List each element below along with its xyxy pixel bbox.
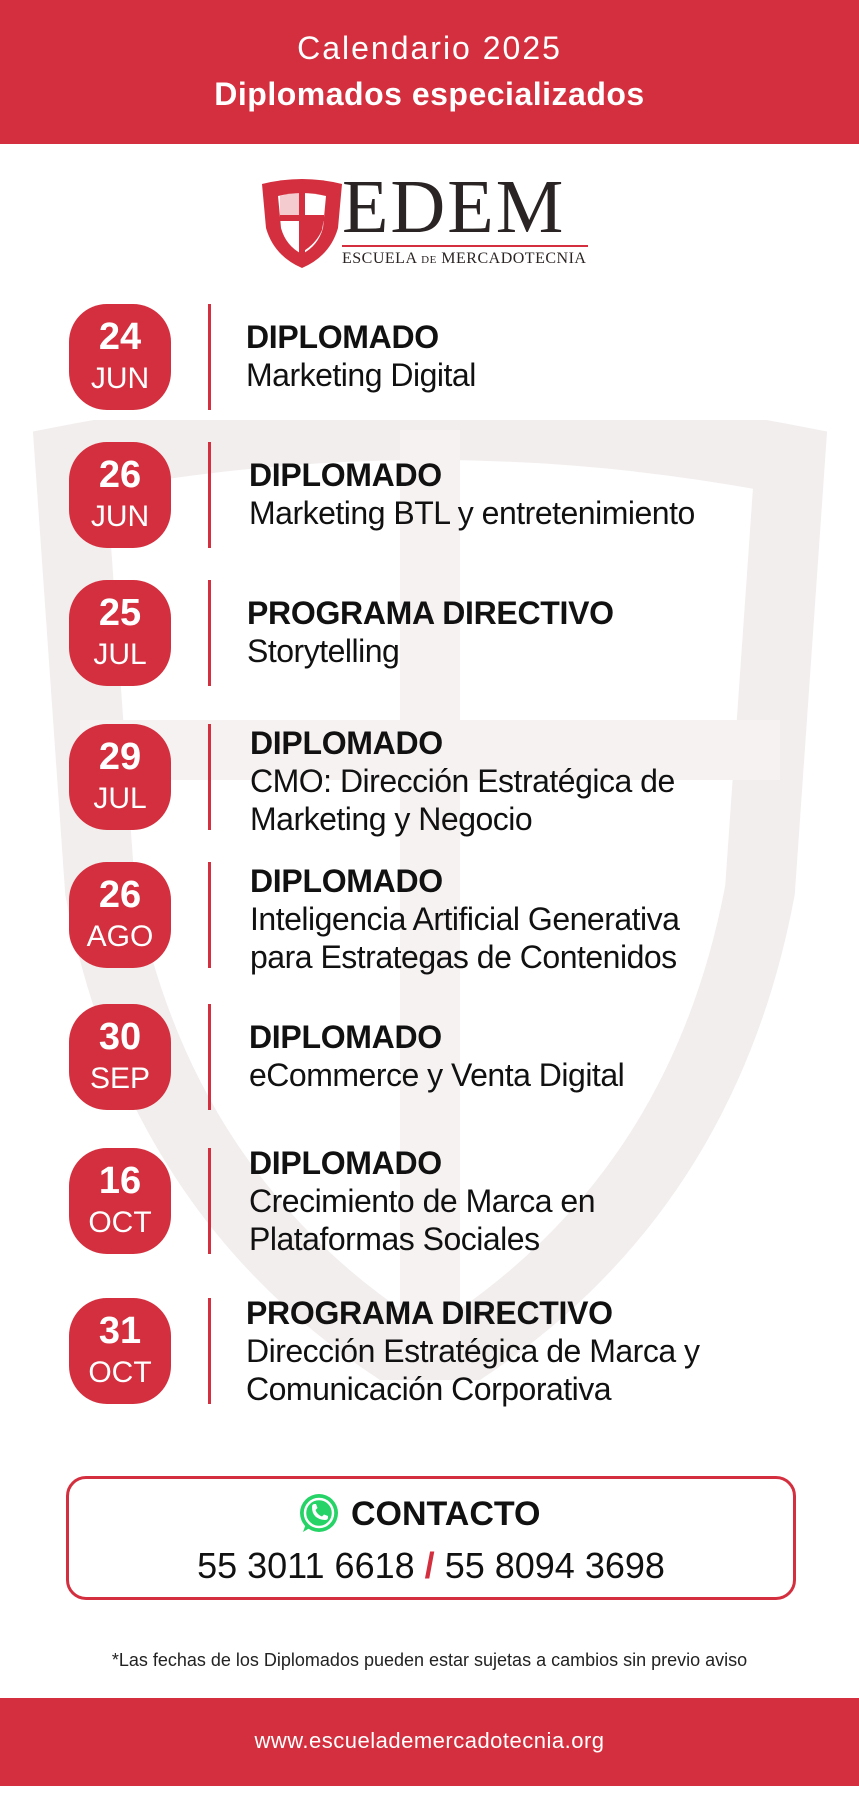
date-day: 31 xyxy=(98,1310,142,1352)
event-name-line: Inteligencia Artificial Generativa xyxy=(250,901,680,937)
date-day: 16 xyxy=(98,1160,142,1202)
logo-tagline-de: DE xyxy=(421,254,437,266)
logo-wordmark: EDEM xyxy=(342,165,566,249)
logo-underline xyxy=(342,245,588,247)
phone-number-2[interactable]: 55 8094 3698 xyxy=(444,1545,665,1586)
event-name-line: Marketing y Negocio xyxy=(250,801,533,837)
event-type: DIPLOMADO xyxy=(249,1019,442,1055)
date-day: 25 xyxy=(98,592,142,634)
event-type: DIPLOMADO xyxy=(249,457,442,493)
event-divider xyxy=(208,724,211,830)
event-name-line: Comunicación Corporativa xyxy=(246,1371,612,1407)
header-title: Diplomados especializados xyxy=(214,76,645,112)
event-name-line: Marketing Digital xyxy=(246,357,476,393)
date-month: JUL xyxy=(93,782,147,815)
logo-tagline-mercadotecnia: MERCADOTECNIA xyxy=(441,250,587,267)
event-type: DIPLOMADO xyxy=(249,1145,442,1181)
date-day: 26 xyxy=(98,874,142,916)
event-text: DIPLOMADO Crecimiento de Marca en Plataf… xyxy=(249,1144,595,1258)
logo-tagline-escuela: ESCUELA xyxy=(342,250,417,267)
header-subtitle: Calendario 2025 xyxy=(297,30,562,66)
event-type: PROGRAMA DIRECTIVO xyxy=(246,1295,613,1331)
event-row: 16 OCT DIPLOMADO Crecimiento de Marca en… xyxy=(0,1145,859,1258)
date-badge: 16 OCT xyxy=(69,1148,171,1254)
date-badge: 25 JUL xyxy=(69,580,171,686)
date-month: OCT xyxy=(88,1206,152,1239)
header-banner: Calendario 2025 Diplomados especializado… xyxy=(0,0,859,144)
date-month: JUN xyxy=(90,362,150,395)
event-text: DIPLOMADO Marketing Digital xyxy=(246,318,476,394)
event-type: PROGRAMA DIRECTIVO xyxy=(247,595,614,631)
event-divider xyxy=(208,1298,211,1404)
event-divider xyxy=(208,1004,211,1110)
date-badge: 24 JUN xyxy=(69,304,171,410)
event-name-line: Dirección Estratégica de Marca y xyxy=(246,1333,700,1369)
whatsapp-icon[interactable] xyxy=(297,1492,341,1536)
event-name-line: CMO: Dirección Estratégica de xyxy=(250,763,675,799)
date-badge: 26 AGO xyxy=(69,862,171,968)
date-day: 24 xyxy=(98,316,142,358)
event-text: DIPLOMADO Inteligencia Artificial Genera… xyxy=(250,862,680,976)
event-text: PROGRAMA DIRECTIVO Dirección Estratégica… xyxy=(246,1294,700,1408)
logo-tagline: ESCUELA DE MERCADOTECNIA xyxy=(342,250,602,268)
footer-banner: www.escuelademercadotecnia.org xyxy=(0,1698,859,1786)
website-link[interactable]: www.escuelademercadotecnia.org xyxy=(254,1728,605,1753)
event-divider xyxy=(208,862,211,968)
event-name-line: Storytelling xyxy=(247,633,400,669)
date-day: 29 xyxy=(98,736,142,778)
date-month: OCT xyxy=(88,1356,152,1389)
date-month: JUL xyxy=(93,638,147,671)
event-row: 26 JUN DIPLOMADO Marketing BTL y entrete… xyxy=(0,442,859,552)
event-name-line: Marketing BTL y entretenimiento xyxy=(249,495,695,531)
edem-logo: EDEM ESCUELA DE MERCADOTECNIA xyxy=(258,165,598,276)
event-row: 25 JUL PROGRAMA DIRECTIVO Storytelling xyxy=(0,580,859,690)
date-badge: 26 JUN xyxy=(69,442,171,548)
phone-separator: / xyxy=(424,1545,435,1586)
event-type: DIPLOMADO xyxy=(246,319,439,355)
date-month: JUN xyxy=(90,500,150,533)
event-text: DIPLOMADO Marketing BTL y entretenimient… xyxy=(249,456,695,532)
contact-box: CONTACTO 55 3011 6618 / 55 8094 3698 xyxy=(66,1476,796,1600)
contact-title: CONTACTO xyxy=(351,1495,541,1533)
event-type: DIPLOMADO xyxy=(250,863,443,899)
date-day: 26 xyxy=(98,454,142,496)
shield-logo-icon xyxy=(262,179,342,268)
event-text: DIPLOMADO eCommerce y Venta Digital xyxy=(249,1018,625,1094)
date-month: AGO xyxy=(86,920,154,953)
date-badge: 29 JUL xyxy=(69,724,171,830)
event-row: 29 JUL DIPLOMADO CMO: Dirección Estratég… xyxy=(0,724,859,837)
date-month: SEP xyxy=(89,1062,151,1095)
date-badge: 31 OCT xyxy=(69,1298,171,1404)
event-name-line: eCommerce y Venta Digital xyxy=(249,1057,625,1093)
event-name-line: Plataformas Sociales xyxy=(249,1221,540,1257)
event-divider xyxy=(208,580,211,686)
event-text: DIPLOMADO CMO: Dirección Estratégica de … xyxy=(250,724,675,838)
date-badge: 30 SEP xyxy=(69,1004,171,1110)
event-name-line: para Estrategas de Contenidos xyxy=(250,939,677,975)
event-divider xyxy=(208,442,211,548)
event-name-line: Crecimiento de Marca en xyxy=(249,1183,595,1219)
phone-number-1[interactable]: 55 3011 6618 xyxy=(197,1545,415,1586)
event-row: 30 SEP DIPLOMADO eCommerce y Venta Digit… xyxy=(0,1004,859,1114)
event-row: 26 AGO DIPLOMADO Inteligencia Artificial… xyxy=(0,862,859,975)
event-divider xyxy=(208,1148,211,1254)
contact-phones: 55 3011 6618 / 55 8094 3698 xyxy=(69,1545,793,1587)
event-row: 31 OCT PROGRAMA DIRECTIVO Dirección Estr… xyxy=(0,1295,859,1408)
event-row: 24 JUN DIPLOMADO Marketing Digital xyxy=(0,304,859,414)
date-day: 30 xyxy=(98,1016,142,1058)
event-type: DIPLOMADO xyxy=(250,725,443,761)
disclaimer-text: *Las fechas de los Diplomados pueden est… xyxy=(111,1650,748,1670)
event-text: PROGRAMA DIRECTIVO Storytelling xyxy=(247,594,614,670)
event-divider xyxy=(208,304,211,410)
